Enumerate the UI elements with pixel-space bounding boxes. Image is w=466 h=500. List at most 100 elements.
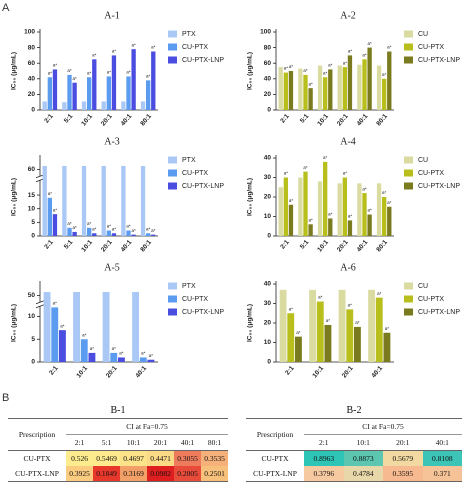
table-row: CU-PTX 0.8963 0.8873 0.5679 0.8108 xyxy=(246,450,462,466)
bar xyxy=(324,324,332,362)
chart-title: A-5 xyxy=(104,262,120,273)
bar-annotation: a* xyxy=(151,228,156,233)
bar-annotation: a* xyxy=(382,72,387,77)
legend-label: CU-PTX-LNP xyxy=(418,309,460,316)
y-tick-label: 20 xyxy=(264,91,272,98)
bar-annotation: a* xyxy=(289,198,294,203)
bar-annotation: a* xyxy=(343,60,348,65)
bar xyxy=(278,67,283,110)
y-tick-label: 100 xyxy=(260,29,271,36)
x-tick-label: 20:1 xyxy=(100,239,114,254)
bar xyxy=(376,65,382,110)
bar-annotation: a* xyxy=(141,351,146,356)
y-tick-label: 0 xyxy=(267,107,271,114)
bar-annotation: a* xyxy=(48,191,53,196)
chart-title: A-2 xyxy=(340,10,356,21)
bar xyxy=(278,187,283,236)
bar-annotation: a* xyxy=(362,52,367,57)
y-tick-label: 5 xyxy=(31,336,35,343)
bar-annotation: a* xyxy=(107,70,112,75)
legend-label: CU-PTX-LNP xyxy=(182,183,224,190)
bar xyxy=(62,166,67,236)
legend-swatch xyxy=(168,56,177,64)
bar xyxy=(383,332,391,362)
row-name: CU-PTX-LNP xyxy=(246,466,304,482)
bar xyxy=(111,233,117,236)
bar-annotation: a* xyxy=(72,225,77,230)
y-tick-label: 0 xyxy=(31,359,35,366)
section-label: A xyxy=(2,2,10,14)
bar xyxy=(101,166,106,236)
bar xyxy=(317,181,323,236)
x-tick-label: 2:1 xyxy=(279,113,291,125)
legend-label: CU-PTX xyxy=(182,170,208,177)
x-tick-label: 80:1 xyxy=(139,239,153,254)
cell: 0.4784 xyxy=(343,466,383,482)
y-tick-label: 0 xyxy=(267,233,271,240)
bar xyxy=(121,101,126,110)
bar xyxy=(43,292,51,362)
bar-annotation: a* xyxy=(67,221,72,226)
bar xyxy=(92,59,97,110)
bar xyxy=(132,292,140,362)
bar-annotation: a* xyxy=(60,323,65,328)
axis-break-mark xyxy=(35,304,45,309)
y-axis-label: IC₅₀ (μg/mL) xyxy=(247,52,254,90)
bar xyxy=(52,214,58,236)
legend-swatch xyxy=(404,282,413,290)
bar xyxy=(139,357,147,362)
y-axis-label: IC₅₀ (μg/mL) xyxy=(247,178,254,216)
bar xyxy=(298,177,303,236)
x-tick-label: 20:1 xyxy=(105,365,119,380)
bar xyxy=(362,59,367,110)
legend-swatch xyxy=(168,282,177,290)
bar-annotation: a* xyxy=(308,81,313,86)
legend-swatch xyxy=(404,56,413,64)
y-tick-label: 10 xyxy=(28,205,36,212)
y-tick-label: 60 xyxy=(264,60,272,67)
bar-annotation: a* xyxy=(387,45,392,50)
cell: 0.3925 xyxy=(66,466,93,482)
bar-annotation: a* xyxy=(112,346,117,351)
y-tick-label: 0 xyxy=(31,233,35,240)
column-header: 10:1 xyxy=(120,434,147,451)
bar xyxy=(88,352,96,362)
bar xyxy=(101,101,106,110)
column-row: 2:1 10:1 20:1 40:1 xyxy=(246,434,462,451)
y-tick-label: 50 xyxy=(28,292,36,299)
bar xyxy=(316,301,324,362)
bar-annotation: a* xyxy=(323,70,328,75)
bar xyxy=(73,292,81,362)
legend-swatch xyxy=(404,182,413,190)
legend-label: PTX xyxy=(182,31,196,38)
x-tick-label: 40:1 xyxy=(370,365,384,380)
bar-annotation: a* xyxy=(284,66,289,71)
legend-label: PTX xyxy=(182,283,196,290)
x-tick-label: 40:1 xyxy=(356,239,370,254)
header-row: Prescription CI at Fa=0.75 xyxy=(246,418,462,451)
bar xyxy=(308,88,313,110)
legend-label: PTX xyxy=(182,157,196,164)
chart-title: A-6 xyxy=(340,262,356,273)
column-header: 20:1 xyxy=(147,434,174,451)
bar-annotation: a* xyxy=(53,207,58,212)
bar xyxy=(337,65,342,110)
column-header: 2:1 xyxy=(304,434,344,451)
column-header: 80:1 xyxy=(201,434,228,451)
x-tick-label: 40:1 xyxy=(120,113,134,128)
legend-swatch xyxy=(404,295,413,303)
bar xyxy=(52,69,58,110)
y-tick-label: 0 xyxy=(267,359,271,366)
chart-title: A-4 xyxy=(340,136,356,147)
bar-annotation: a* xyxy=(131,42,136,47)
bar xyxy=(367,214,372,236)
legend-swatch xyxy=(404,156,413,164)
x-tick-label: 10:1 xyxy=(311,365,325,380)
cell: 0.1849 xyxy=(93,466,120,482)
legend-label: CU xyxy=(418,31,428,38)
x-tick-label: 5:1 xyxy=(63,113,75,125)
bar xyxy=(368,289,376,362)
bar xyxy=(106,230,111,236)
bar-annotation: a* xyxy=(367,208,372,213)
